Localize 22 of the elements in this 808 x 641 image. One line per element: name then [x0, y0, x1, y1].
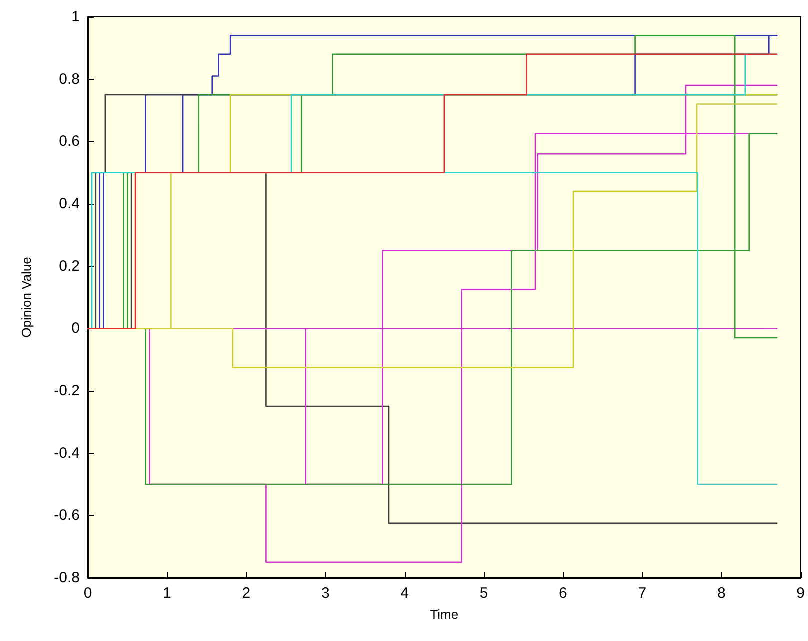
y-tick-label: 1: [72, 8, 80, 26]
x-tick-label: 3: [321, 585, 330, 602]
x-tick-label: 2: [242, 585, 251, 602]
y-tick-label: 0.6: [59, 133, 80, 150]
y-tick-label: -0.6: [54, 507, 80, 524]
x-tick-label: 9: [796, 585, 805, 602]
y-tick-label: 0: [72, 320, 80, 338]
x-tick-label: 0: [84, 585, 92, 602]
x-tick-label: 4: [400, 585, 409, 602]
x-tick-label: 1: [163, 585, 172, 602]
x-tick-label: 5: [480, 585, 488, 602]
x-tick-label: 6: [559, 585, 568, 602]
y-tick-label: -0.8: [54, 570, 80, 586]
y-tick-label: -0.4: [54, 444, 80, 462]
y-axis-title: Opinion Value: [19, 257, 34, 338]
x-axis-title: Time: [430, 607, 459, 622]
x-tick-label: 8: [717, 585, 726, 602]
x-tick-label: 7: [638, 585, 647, 602]
y-tick-label: 0.4: [59, 196, 80, 212]
y-tick-label: 0.8: [59, 70, 80, 88]
y-tick-label: -0.2: [54, 382, 80, 400]
y-tick-label: 0.2: [59, 258, 80, 275]
